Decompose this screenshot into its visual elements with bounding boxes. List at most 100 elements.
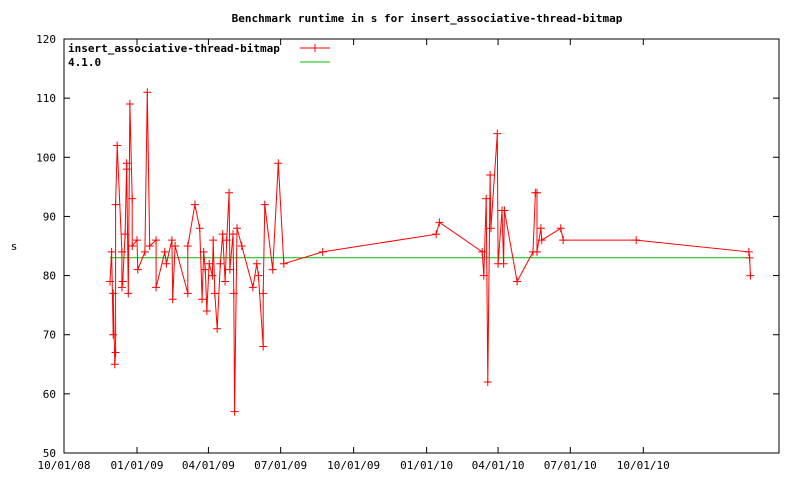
legend: insert_associative-thread-bitmap 4.1.0 bbox=[68, 42, 330, 69]
data-point bbox=[213, 324, 222, 333]
data-point bbox=[162, 259, 171, 268]
y-tick-label: 120 bbox=[36, 33, 56, 46]
data-point bbox=[499, 259, 508, 268]
chart-title: Benchmark runtime in s for insert_associ… bbox=[232, 12, 623, 25]
data-point bbox=[556, 224, 565, 233]
series-line-0 bbox=[109, 92, 751, 412]
data-point bbox=[152, 236, 161, 245]
data-point bbox=[124, 289, 133, 298]
data-point bbox=[111, 200, 120, 209]
y-tick-label: 110 bbox=[36, 92, 56, 105]
data-point bbox=[274, 159, 283, 168]
data-point bbox=[199, 247, 208, 256]
data-point bbox=[536, 224, 545, 233]
x-tick-label: 10/01/08 bbox=[38, 459, 91, 472]
legend-label-1: 4.1.0 bbox=[68, 56, 101, 69]
data-point bbox=[201, 265, 210, 274]
data-point bbox=[183, 289, 192, 298]
data-point bbox=[232, 224, 241, 233]
x-tick-label: 01/01/09 bbox=[111, 459, 164, 472]
data-point bbox=[117, 283, 126, 292]
series-group bbox=[106, 88, 755, 416]
data-point bbox=[171, 242, 180, 250]
data-point bbox=[133, 236, 142, 245]
data-point bbox=[500, 206, 509, 215]
x-tick-label: 04/01/10 bbox=[472, 459, 525, 472]
data-point bbox=[106, 277, 115, 286]
data-point bbox=[229, 230, 238, 239]
data-point bbox=[745, 253, 754, 262]
data-point bbox=[128, 242, 137, 250]
y-axis-label: s bbox=[11, 240, 18, 253]
data-point bbox=[216, 259, 225, 268]
data-point bbox=[279, 259, 288, 268]
data-point bbox=[259, 342, 268, 351]
data-point bbox=[168, 295, 177, 304]
x-tick-label: 07/01/10 bbox=[544, 459, 597, 472]
data-point bbox=[209, 236, 218, 245]
data-point bbox=[160, 247, 169, 256]
data-point bbox=[559, 236, 568, 245]
data-point bbox=[532, 188, 541, 197]
data-point bbox=[259, 289, 268, 298]
data-point bbox=[254, 271, 263, 280]
data-point bbox=[152, 283, 161, 292]
data-point bbox=[198, 295, 207, 304]
data-point bbox=[145, 242, 154, 250]
data-point bbox=[478, 247, 487, 256]
data-point bbox=[632, 236, 641, 245]
data-point bbox=[432, 230, 441, 239]
data-point bbox=[128, 194, 137, 203]
y-tick-label: 90 bbox=[43, 210, 56, 223]
data-point bbox=[252, 259, 261, 268]
data-point bbox=[483, 378, 492, 387]
data-point bbox=[435, 218, 444, 227]
plot-border bbox=[63, 38, 780, 454]
data-point bbox=[744, 247, 753, 256]
data-point bbox=[218, 230, 227, 239]
data-point bbox=[117, 247, 126, 256]
data-point bbox=[486, 171, 495, 180]
data-point bbox=[229, 289, 238, 298]
y-tick-label: 70 bbox=[43, 329, 56, 342]
data-point bbox=[190, 200, 199, 209]
data-point bbox=[195, 224, 204, 233]
data-point bbox=[746, 271, 755, 280]
x-tick-label: 04/01/09 bbox=[182, 459, 235, 472]
x-tick-label: 10/01/10 bbox=[617, 459, 670, 472]
data-point bbox=[493, 129, 502, 138]
data-point bbox=[111, 348, 120, 357]
data-point bbox=[268, 265, 277, 274]
data-point bbox=[221, 277, 230, 286]
data-point bbox=[143, 88, 152, 97]
data-point bbox=[202, 307, 211, 316]
data-point bbox=[225, 188, 234, 197]
data-point bbox=[486, 224, 495, 233]
data-point bbox=[167, 236, 176, 245]
data-point bbox=[222, 236, 231, 245]
data-point bbox=[107, 247, 116, 256]
y-tick-label: 50 bbox=[43, 447, 56, 460]
data-point bbox=[205, 259, 214, 268]
data-point bbox=[260, 200, 269, 209]
data-point bbox=[125, 100, 134, 109]
y-tick-label: 80 bbox=[43, 270, 56, 283]
legend-label-0: insert_associative-thread-bitmap bbox=[68, 42, 280, 55]
data-point bbox=[479, 271, 488, 280]
data-point bbox=[118, 277, 127, 286]
data-point bbox=[225, 265, 234, 274]
data-point bbox=[121, 230, 130, 239]
x-tick-label: 10/01/09 bbox=[327, 459, 380, 472]
data-point bbox=[532, 247, 541, 256]
axes: 50 60 70 80 90 100 110 120 10/01/08 01/01/09 04/01… bbox=[36, 33, 780, 472]
data-point bbox=[513, 277, 522, 286]
data-point bbox=[482, 194, 491, 203]
data-point bbox=[113, 141, 122, 150]
data-point bbox=[110, 360, 119, 369]
y-tick-label: 60 bbox=[43, 388, 56, 401]
data-point bbox=[210, 289, 219, 298]
data-point bbox=[109, 289, 118, 298]
data-point bbox=[183, 242, 192, 250]
data-point bbox=[230, 407, 239, 416]
